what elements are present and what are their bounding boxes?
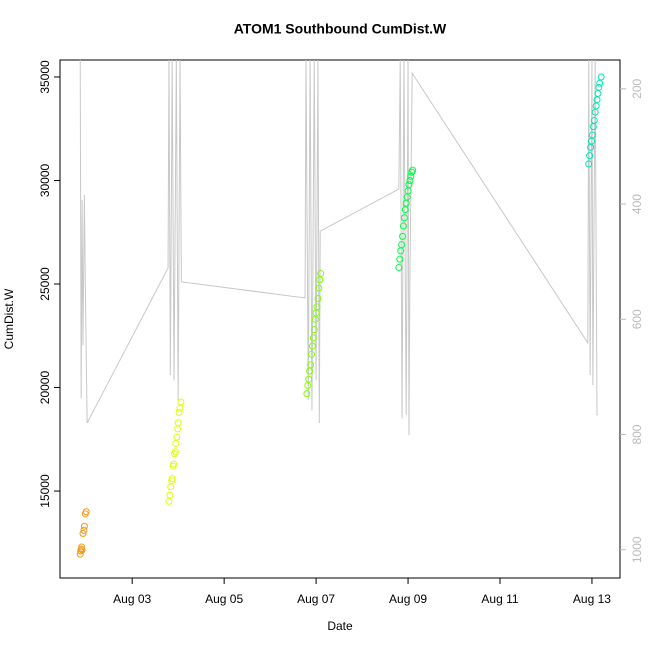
point: [167, 483, 175, 491]
point: [309, 334, 317, 342]
y2-tick-label: 1000: [630, 536, 644, 563]
point: [317, 270, 325, 278]
x-tick-label: Aug 09: [389, 592, 427, 606]
point: [395, 263, 403, 271]
point: [597, 73, 605, 81]
point: [310, 326, 318, 334]
point: [305, 375, 313, 383]
point: [172, 439, 180, 447]
point: [78, 543, 86, 551]
point: [175, 408, 183, 416]
point: [177, 398, 185, 406]
point: [315, 284, 323, 292]
point: [592, 102, 600, 110]
point: [314, 295, 322, 303]
y-tick-label: 15000: [38, 474, 52, 508]
point: [311, 315, 319, 323]
x-tick-label: Aug 11: [481, 592, 518, 606]
point: [407, 172, 415, 180]
y-tick-label: 35000: [38, 60, 52, 94]
point: [595, 83, 603, 91]
x-tick-label: Aug 03: [113, 592, 151, 606]
point: [585, 160, 593, 168]
point: [409, 166, 417, 174]
plot-area: [76, 60, 605, 558]
x-tick-label: Aug 05: [205, 592, 243, 606]
x-axis-label: Date: [327, 619, 353, 633]
y-tick-label: 30000: [38, 163, 52, 197]
y2-tick-label: 200: [630, 78, 644, 98]
point: [78, 546, 86, 554]
point: [398, 241, 406, 249]
point: [76, 550, 84, 558]
point: [166, 491, 174, 499]
point: [405, 181, 413, 189]
point: [174, 419, 182, 427]
point: [396, 255, 404, 263]
point: [79, 529, 87, 537]
y-axis-label: CumDist.W: [2, 288, 16, 349]
point: [586, 152, 594, 160]
point: [168, 475, 176, 483]
y-tick-label: 25000: [38, 267, 52, 301]
point: [308, 342, 316, 350]
point: [399, 232, 407, 240]
point: [165, 497, 173, 505]
point: [174, 425, 182, 433]
plot-frame: [59, 59, 621, 579]
point: [176, 404, 184, 412]
point: [307, 350, 315, 358]
point: [313, 303, 321, 311]
x-tick-label: Aug 07: [297, 592, 335, 606]
y2-tick-label: 800: [630, 424, 644, 444]
y2-tick-label: 400: [630, 194, 644, 214]
point: [399, 222, 407, 230]
point: [82, 508, 90, 516]
point: [590, 116, 598, 124]
point: [173, 433, 181, 441]
point: [80, 522, 88, 530]
point: [171, 448, 179, 456]
point: [80, 526, 88, 534]
point: [307, 361, 315, 369]
x-tick-label: Aug 13: [573, 592, 611, 606]
y2-tick-label: 600: [630, 309, 644, 329]
point: [588, 131, 596, 139]
y-tick-label: 20000: [38, 371, 52, 405]
point: [596, 79, 604, 87]
point: [303, 390, 311, 398]
point: [400, 214, 408, 222]
distance-line: [79, 60, 598, 436]
point: [406, 176, 414, 184]
chart-title: ATOM1 Southbound CumDist.W: [234, 21, 447, 37]
point: [170, 460, 178, 468]
